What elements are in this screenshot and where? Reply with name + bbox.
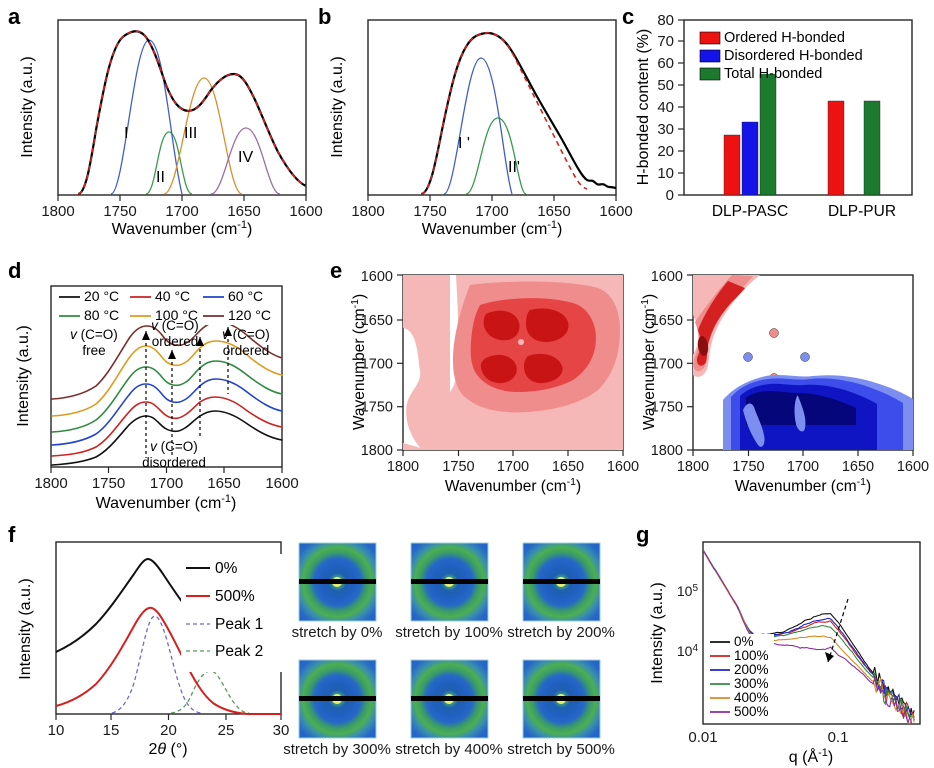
svg-text:stretch by 200%: stretch by 200% bbox=[507, 624, 615, 641]
svg-text:stretch by 300%: stretch by 300% bbox=[283, 741, 391, 758]
svg-text:100%: 100% bbox=[734, 648, 769, 663]
svg-text:0%: 0% bbox=[734, 634, 754, 649]
svg-text:q (Å-1): q (Å-1) bbox=[789, 747, 833, 766]
svg-text:0.1: 0.1 bbox=[828, 729, 849, 746]
svg-text:104: 104 bbox=[677, 643, 699, 660]
svg-text:0.01: 0.01 bbox=[688, 729, 717, 746]
svg-text:200%: 200% bbox=[734, 662, 769, 677]
svg-text:stretch by 100%: stretch by 100% bbox=[395, 624, 503, 641]
svg-text:105: 105 bbox=[677, 583, 699, 600]
svg-text:stretch by 500%: stretch by 500% bbox=[507, 741, 615, 758]
svg-text:stretch by 400%: stretch by 400% bbox=[395, 741, 503, 758]
svg-text:500%: 500% bbox=[734, 704, 769, 719]
svg-text:stretch by 0%: stretch by 0% bbox=[292, 624, 383, 641]
svg-text:300%: 300% bbox=[734, 676, 769, 691]
svg-text:Intensity (a.u.): Intensity (a.u.) bbox=[649, 582, 666, 683]
svg-text:400%: 400% bbox=[734, 690, 769, 705]
